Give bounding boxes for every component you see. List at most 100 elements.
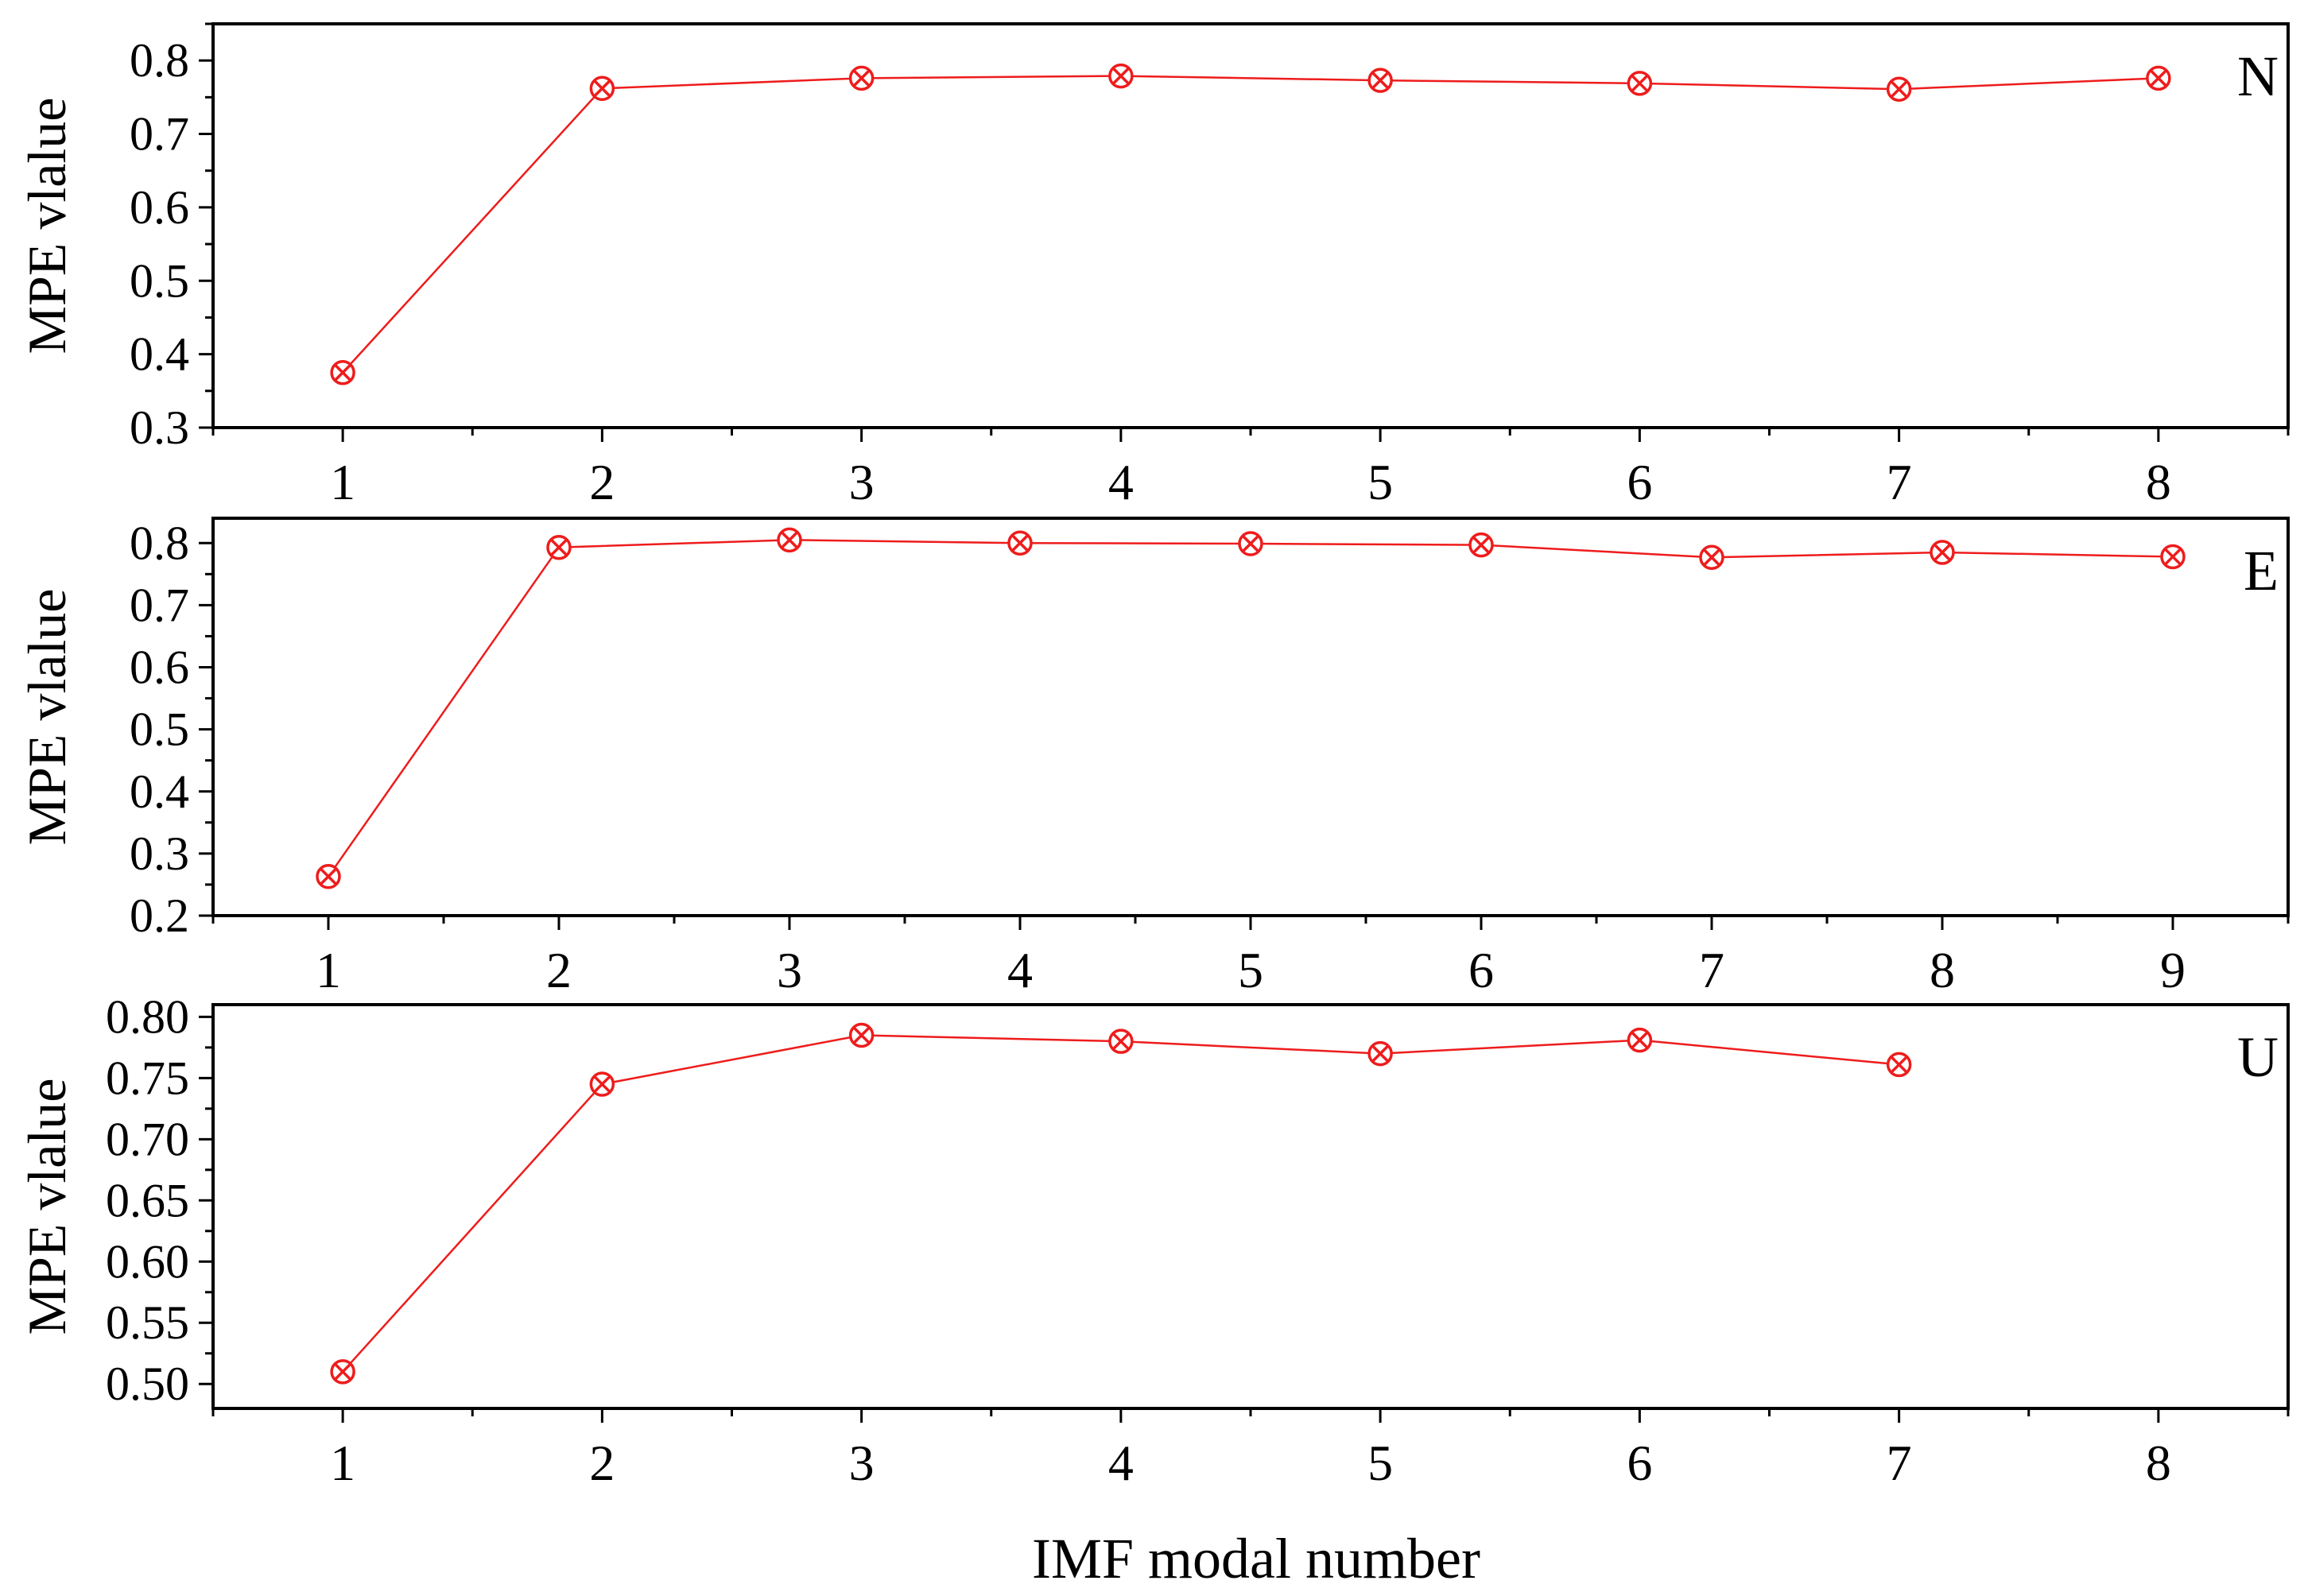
- marker-cross: [1371, 1044, 1389, 1063]
- x-tick-label: 8: [2146, 1435, 2171, 1491]
- data-point: [330, 359, 355, 385]
- data-point: [1468, 532, 1494, 558]
- x-tick-label: 7: [1699, 942, 1724, 998]
- plot-frame: [211, 22, 2290, 429]
- x-tick-label: 4: [1007, 942, 1033, 998]
- marker-cross: [1631, 1031, 1649, 1049]
- marker-cross: [550, 538, 568, 556]
- marker-cross: [593, 79, 611, 98]
- y-tick-label: 0.4: [130, 328, 189, 381]
- data-point: [589, 76, 615, 102]
- x-tick-label: 7: [1887, 1435, 1912, 1491]
- y-tick-label: 0.2: [130, 889, 189, 942]
- marker-cross: [1890, 80, 1908, 98]
- data-point: [1367, 68, 1393, 93]
- data-point: [1108, 63, 1134, 89]
- y-tick-label: 0.75: [106, 1052, 189, 1104]
- x-tick-label: 2: [589, 454, 615, 510]
- x-tick-label: 7: [1887, 454, 1912, 510]
- x-axis-label: IMF modal number: [1032, 1527, 1480, 1590]
- y-tick-label: 0.8: [130, 34, 189, 87]
- y-tick-label: 0.55: [106, 1296, 189, 1349]
- chart-panel-u: 1 2 3 4 5 6 7 8 0.50 0.55 0.60 0.65 0.70 0.75 0.80 MPE …: [17, 990, 2290, 1491]
- series-line: [327, 539, 2174, 877]
- data-point: [1367, 1040, 1393, 1067]
- data-point: [1699, 544, 1724, 570]
- x-tick-label: 8: [2146, 454, 2171, 510]
- data-point: [1627, 71, 1653, 96]
- chart-panel-e: 1 2 3 4 5 6 7 8 9 0.2 0.3 0.4 0.5 0.6 0.7 0.8 MPE vlalue…: [17, 517, 2290, 998]
- marker-cross: [1112, 67, 1130, 85]
- marker-cross: [852, 69, 871, 87]
- plot-frame: [211, 1003, 2290, 1410]
- x-tick-label: 2: [589, 1435, 615, 1491]
- x-tick-label: 5: [1238, 942, 1263, 998]
- marker-cross: [1631, 75, 1649, 92]
- y-axis-label: MPE vlalue: [17, 98, 77, 354]
- panel-label: U: [2237, 1025, 2279, 1089]
- y-axis-label: MPE vlalue: [17, 1079, 77, 1335]
- y-tick-label: 0.8: [130, 517, 189, 569]
- data-point: [848, 1022, 875, 1048]
- data-point: [330, 1359, 355, 1385]
- x-tick-label: 8: [1930, 942, 1955, 998]
- data-point: [2160, 544, 2186, 570]
- data-point: [1108, 1028, 1134, 1054]
- marker-cross: [2150, 69, 2167, 87]
- marker-cross: [1890, 1056, 1908, 1074]
- x-tick-label: 1: [330, 1435, 355, 1491]
- chart-panel-n: 1 2 3 4 5 6 7 8 0.3 0.4 0.5 0.6 0.7 0.8 MPE vlalue N: [17, 22, 2290, 510]
- plot-frame: [211, 517, 2290, 917]
- y-tick-label: 0.65: [106, 1174, 189, 1226]
- y-tick-label: 0.5: [130, 254, 189, 307]
- y-tick-label: 0.5: [130, 703, 189, 756]
- y-tick-label: 0.6: [130, 641, 189, 694]
- x-tick-label: 1: [316, 942, 341, 998]
- data-point: [546, 534, 572, 560]
- x-tick-label: 3: [777, 942, 802, 998]
- marker-cross: [1934, 544, 1951, 561]
- y-tick-label: 0.70: [106, 1113, 189, 1165]
- data-point: [2146, 65, 2171, 91]
- y-tick-label: 0.80: [106, 990, 189, 1043]
- panel-label: N: [2237, 45, 2279, 108]
- x-tick-label: 4: [1108, 1435, 1134, 1491]
- x-tick-label: 5: [1367, 454, 1393, 510]
- x-tick-label: 6: [1627, 1435, 1652, 1491]
- data-point: [848, 65, 875, 91]
- y-tick-label: 0.7: [130, 579, 189, 631]
- marker-cross: [1472, 536, 1490, 554]
- data-point: [316, 864, 341, 889]
- data-point: [777, 527, 802, 553]
- x-tick-label: 5: [1367, 1435, 1393, 1491]
- y-tick-label: 0.3: [130, 827, 189, 880]
- x-tick-label: 6: [1627, 454, 1652, 510]
- chart-panels: 1 2 3 4 5 6 7 8 0.3 0.4 0.5 0.6 0.7 0.8 MPE vlalue N 1 2 3…: [17, 22, 2290, 1491]
- data-point: [1238, 531, 1263, 556]
- data-point: [589, 1071, 615, 1097]
- x-tick-label: 4: [1108, 454, 1134, 510]
- marker-cross: [334, 1363, 351, 1381]
- data-point: [1886, 76, 1912, 102]
- data-point: [1930, 540, 1955, 565]
- x-tick-label: 6: [1468, 942, 1494, 998]
- y-tick-label: 0.7: [130, 108, 189, 161]
- y-tick-label: 0.50: [106, 1358, 189, 1410]
- y-tick-label: 0.6: [130, 181, 189, 234]
- x-tick-label: 1: [330, 454, 355, 510]
- x-tick-label: 3: [849, 1435, 875, 1491]
- data-point: [1627, 1027, 1653, 1053]
- marker-cross: [2164, 548, 2182, 566]
- y-tick-label: 0.4: [130, 765, 189, 818]
- marker-cross: [1112, 1032, 1130, 1050]
- x-tick-label: 2: [546, 942, 572, 998]
- y-tick-label: 0.60: [106, 1235, 189, 1288]
- marker-cross: [1371, 72, 1389, 89]
- marker-cross: [334, 363, 351, 382]
- marker-cross: [320, 868, 337, 885]
- panel-label: E: [2244, 539, 2279, 602]
- marker-cross: [781, 531, 798, 549]
- data-point: [1007, 530, 1033, 556]
- series-line: [342, 1034, 1899, 1373]
